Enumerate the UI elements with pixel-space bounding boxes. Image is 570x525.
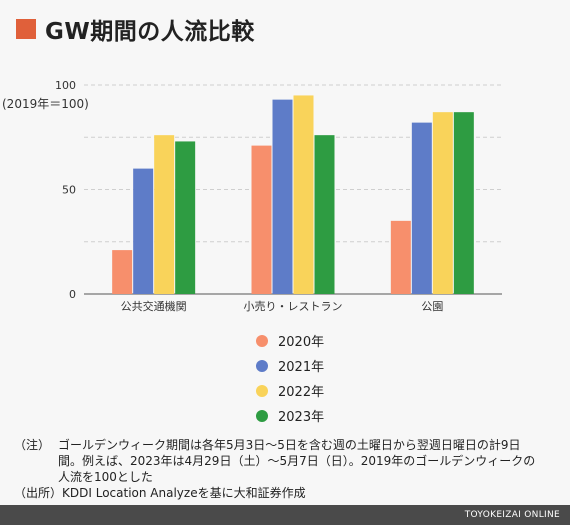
bar [411,122,432,295]
legend-item-2020: 2020年 [256,328,324,353]
bar [314,135,335,294]
bar [133,168,154,294]
legend-item-2021: 2021年 [256,353,324,378]
bar [432,112,453,294]
bar-chart: 0 50 100 公共交通機関 小売り・レストラン 公園 [55,79,502,313]
x-tick-label: 小売り・レストラン [244,300,343,313]
legend-label-2021: 2021年 [278,360,325,375]
y-tick-label: 50 [62,184,76,197]
legend-swatch-2020 [256,334,268,347]
legend-swatch-2021 [256,359,268,372]
legend-swatch-2023 [256,409,268,422]
chart-legend: 2020年 2021年 2022年 2023年 [256,328,324,428]
bar [453,112,474,294]
source-text: KDDI Location Analyzeを基に大和証券作成 [62,486,306,500]
legend-label-2020: 2020年 [278,335,325,350]
title-block: GW期間の人流比較 [16,12,255,46]
note-text: ゴールデンウィーク期間は各年5月3日〜5日を含む週の土曜日から翌週日曜日の計9日… [58,438,536,484]
chart-notes: （注） ゴールデンウィーク期間は各年5月3日〜5日を含む週の土曜日から翌週日曜日… [14,437,544,501]
y-axis-unit-label: (2019年＝100) [2,97,89,111]
legend-label-2022: 2022年 [278,385,325,400]
legend-swatch-2022 [256,384,268,397]
y-tick-label: 100 [55,79,76,92]
bar [272,99,293,294]
note-row: （注） ゴールデンウィーク期間は各年5月3日〜5日を含む週の土曜日から翌週日曜日… [14,437,544,485]
x-tick-label: 公園 [421,300,443,313]
note-tag: （注） [14,438,51,452]
y-tick-label: 0 [69,288,76,301]
source-row: （出所） KDDI Location Analyzeを基に大和証券作成 [14,485,544,501]
legend-label-2023: 2023年 [278,410,325,425]
bar [154,135,175,294]
bar [112,250,133,294]
footer-brand: TOYOKEIZAI ONLINE [464,510,560,520]
legend-item-2023: 2023年 [256,403,324,428]
legend-item-2022: 2022年 [256,378,324,403]
chart-title: GW期間の人流比較 [45,19,255,45]
bar [293,95,314,294]
footer-bar: TOYOKEIZAI ONLINE [0,505,570,525]
bar [390,220,411,294]
bar [175,141,196,294]
source-tag: （出所） [14,486,63,500]
bar [251,145,272,294]
title-marker [16,19,36,39]
x-tick-label: 公共交通機関 [121,299,187,313]
